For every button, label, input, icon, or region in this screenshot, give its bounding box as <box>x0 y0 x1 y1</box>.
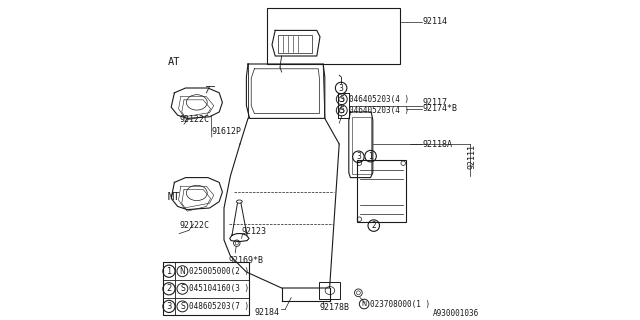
Text: 92122C: 92122C <box>179 221 209 230</box>
Text: AT: AT <box>168 57 180 68</box>
Text: 025005000(2 ): 025005000(2 ) <box>189 267 250 276</box>
Bar <box>163 262 249 315</box>
Text: 92184: 92184 <box>255 308 280 317</box>
Text: 92118A: 92118A <box>422 140 452 148</box>
Text: 048605203(7 ): 048605203(7 ) <box>189 302 250 311</box>
Text: 3: 3 <box>339 84 344 92</box>
Text: 92114: 92114 <box>422 17 447 26</box>
Text: A930001036: A930001036 <box>433 309 479 318</box>
Text: S: S <box>180 302 185 311</box>
Text: 023708000(1 ): 023708000(1 ) <box>370 300 429 308</box>
Bar <box>268 8 400 64</box>
Text: 92117: 92117 <box>422 98 447 107</box>
Text: 3: 3 <box>356 152 361 161</box>
Bar <box>357 160 406 222</box>
Text: 92122C: 92122C <box>179 115 209 124</box>
Text: 92169*B: 92169*B <box>229 256 264 265</box>
Text: S: S <box>339 95 344 104</box>
Text: 2: 2 <box>166 284 172 293</box>
Text: 1: 1 <box>166 267 172 276</box>
Text: 045104160(3 ): 045104160(3 ) <box>189 284 250 293</box>
Bar <box>352 117 371 174</box>
Text: 046405203(4 ): 046405203(4 ) <box>349 106 409 115</box>
Bar <box>278 35 312 53</box>
Text: 91612P: 91612P <box>212 127 242 136</box>
Text: 92178B: 92178B <box>319 303 349 312</box>
Text: S: S <box>180 284 185 293</box>
Text: S: S <box>339 106 344 115</box>
Text: N: N <box>180 267 185 276</box>
Text: MT: MT <box>168 192 180 202</box>
Text: 92123: 92123 <box>242 227 267 236</box>
Text: 92174*B: 92174*B <box>422 104 458 113</box>
Text: 92111: 92111 <box>467 144 477 169</box>
Text: 046405203(4 ): 046405203(4 ) <box>349 95 409 104</box>
Bar <box>319 282 340 299</box>
Text: 3: 3 <box>166 302 172 311</box>
Text: N: N <box>362 301 367 307</box>
Text: 1: 1 <box>368 152 373 161</box>
Text: 2: 2 <box>371 221 376 230</box>
